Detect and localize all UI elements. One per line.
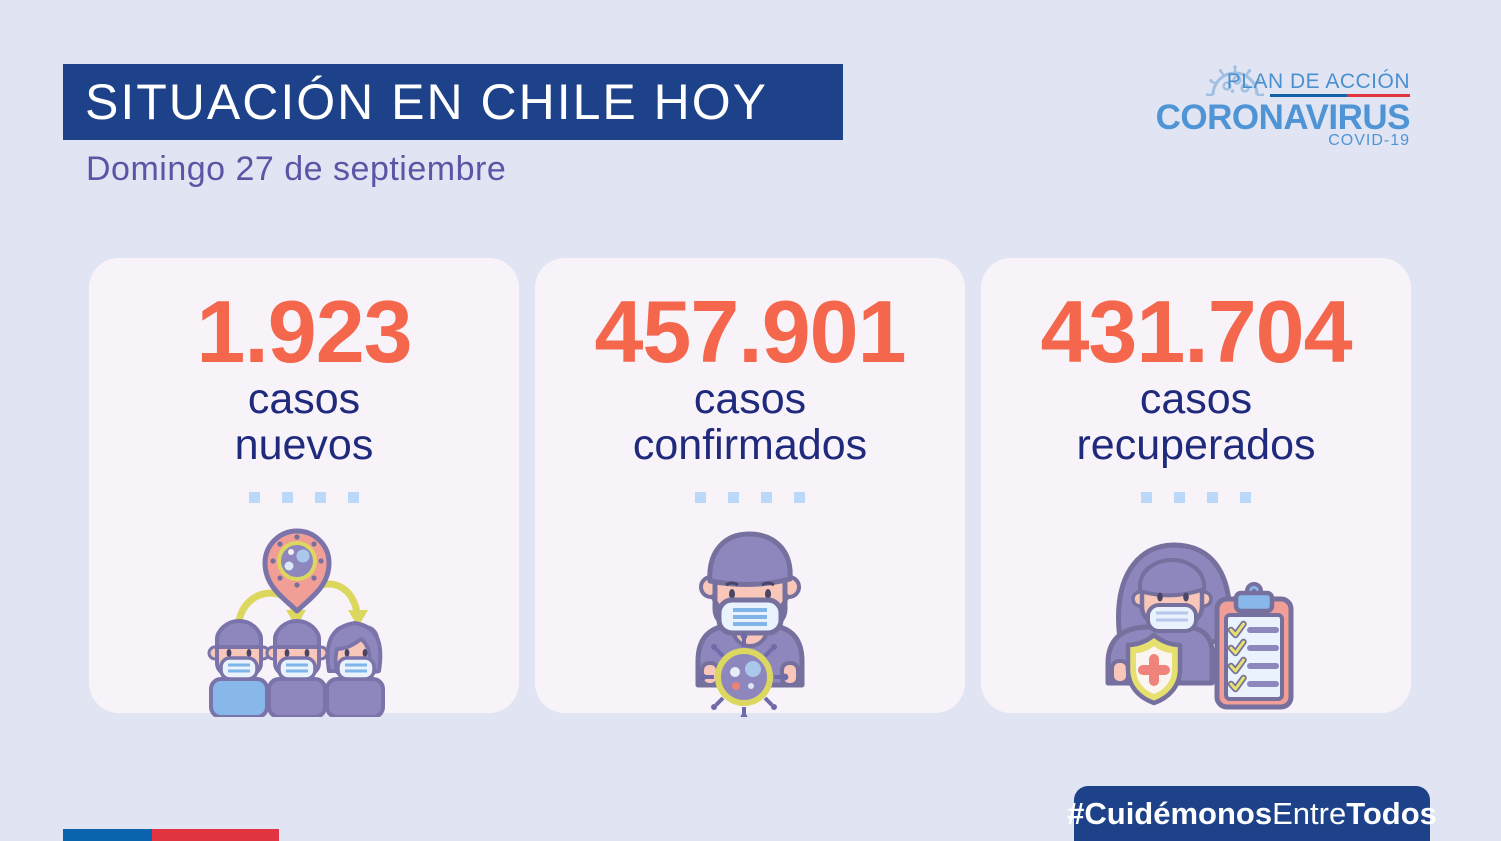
dot [695,492,706,503]
dot [761,492,772,503]
dots-separator [981,492,1411,503]
dot [282,492,293,503]
stat-value: 457.901 [594,282,906,381]
logo-underline [1270,94,1410,97]
dot [1141,492,1152,503]
hashtag-regular-part: Entre [1272,795,1347,831]
title-banner: SITUACIÓN EN CHILE HOY [63,64,843,140]
stat-label-line2: confirmados [632,421,868,469]
dot [249,492,260,503]
stat-label-line2: nuevos [234,421,374,469]
coronavirus-label: CORONAVIRUS [1155,98,1411,137]
stat-value: 431.704 [1040,282,1352,381]
masked-person-virus-icon [695,531,805,717]
stat-card-casos-confirmados: 457.901 casos confirmados [535,258,965,717]
stat-label-line1: casos [1139,375,1253,423]
flag-blue-bar [63,829,152,841]
underline-blue-segment [1270,94,1347,97]
page-title: SITUACIÓN EN CHILE HOY [85,74,768,130]
nurse-checklist-icon [1105,542,1294,710]
dot [315,492,326,503]
card-icon-area [535,515,965,717]
dot [1240,492,1251,503]
stat-value: 1.923 [196,282,412,381]
dot [1207,492,1218,503]
stat-card-casos-nuevos: 1.923 casos nuevos [89,258,519,717]
dots-separator [89,492,519,503]
covid19-label: COVID-19 [1328,132,1410,149]
dot [348,492,359,503]
plan-de-accion-label: PLAN DE ACCIÓN [1226,70,1410,93]
virus-logo-icon [1206,65,1264,96]
dot [1174,492,1185,503]
card-icon-area [981,515,1411,717]
stat-label-line1: casos [247,375,361,423]
dots-separator [535,492,965,503]
contagion-people-icon [207,528,385,717]
stat-card-casos-recuperados: 431.704 casos recuperados [981,258,1411,713]
date-subtitle: Domingo 27 de septiembre [86,150,507,188]
hashtag-bold-part-1: #Cuidémonos [1067,795,1273,831]
underline-red-segment [1347,94,1410,97]
stat-label-line1: casos [693,375,807,423]
hashtag-bold-part-2: Todos [1346,795,1437,831]
flag-red-bar [152,829,279,841]
dot [794,492,805,503]
card-icon-area [89,515,519,717]
dot [728,492,739,503]
stat-label-line2: recuperados [1076,421,1316,469]
footer-hashtag-banner: #Cuidémonos Entre Todos [1067,786,1437,841]
